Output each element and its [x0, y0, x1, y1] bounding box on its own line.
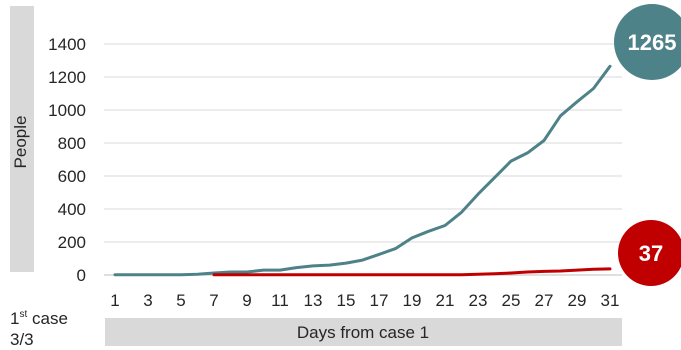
- first-case-suffix: st: [19, 309, 28, 320]
- x-tick-label: 23: [469, 291, 488, 310]
- y-tick-label: 400: [58, 200, 86, 219]
- x-tick-label: 21: [436, 291, 455, 310]
- end-value-badge-2: [618, 220, 681, 286]
- x-tick-label: 7: [209, 291, 218, 310]
- series-line-2: [212, 267, 612, 277]
- end-badges: 1265 37: [614, 4, 681, 286]
- x-tick-label: 29: [568, 291, 587, 310]
- end-value-label-2: 37: [639, 241, 663, 266]
- x-tick-label: 19: [403, 291, 422, 310]
- end-value-label-1: 1265: [628, 30, 677, 55]
- x-tick-label: 3: [143, 291, 152, 310]
- x-axis-title-band: [105, 318, 622, 346]
- x-tick-label: 9: [242, 291, 251, 310]
- x-axis-title: Days from case 1: [297, 323, 429, 342]
- y-tick-label: 1000: [48, 101, 86, 120]
- first-case-ordinal: 1: [10, 309, 20, 328]
- x-tick-label: 13: [304, 291, 323, 310]
- x-tick-label: 5: [176, 291, 185, 310]
- y-axis-title: People: [11, 116, 30, 169]
- y-tick-label: 1200: [48, 68, 86, 87]
- y-tick-label: 1400: [48, 35, 86, 54]
- first-case-annotation: 1st case 3/3: [10, 304, 68, 350]
- first-case-label: 1st case: [10, 304, 68, 329]
- gridlines: [104, 43, 622, 276]
- series-line-1: [113, 64, 612, 277]
- x-tick-label: 15: [337, 291, 356, 310]
- x-tick-label: 31: [601, 291, 620, 310]
- x-tick-label: 27: [535, 291, 554, 310]
- y-tick-label: 600: [58, 167, 86, 186]
- x-tick-label: 1: [110, 291, 119, 310]
- x-tick-labels: 1 3 5 7 9 11 13 15 17 19 21 23 25 27 29 31: [110, 291, 619, 310]
- first-case-word: case: [31, 309, 68, 328]
- x-tick-label: 11: [271, 291, 289, 310]
- y-axis-title-band: [10, 6, 34, 272]
- series-lines: [113, 64, 612, 277]
- y-tick-labels: 0 200 400 600 800 1000 1200 1400: [48, 35, 86, 285]
- end-value-badge-1: [614, 4, 681, 80]
- x-tick-label: 25: [502, 291, 521, 310]
- y-tick-label: 200: [58, 233, 86, 252]
- x-tick-label: 17: [370, 291, 389, 310]
- y-tick-label: 0: [77, 266, 86, 285]
- y-tick-label: 800: [58, 134, 86, 153]
- first-case-date: 3/3: [10, 330, 34, 349]
